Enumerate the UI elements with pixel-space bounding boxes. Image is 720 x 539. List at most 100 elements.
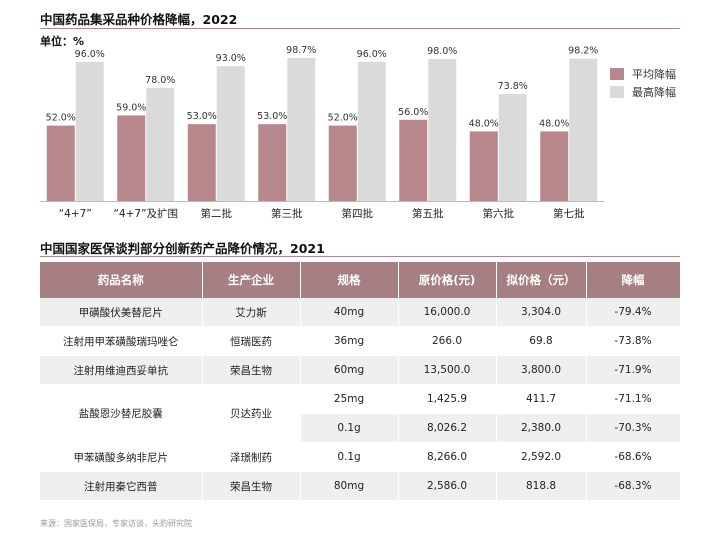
- x-tick-label: 第三批: [271, 207, 303, 220]
- data-label-avg: 52.0%: [328, 113, 358, 124]
- cell-spec: 25mg: [300, 384, 399, 414]
- cell-drop: -71.9%: [586, 355, 681, 385]
- cell-name: 注射用维迪西妥单抗: [40, 355, 203, 385]
- cell-new-price: 3,800.0: [496, 355, 587, 385]
- x-tick-label: 第七批: [553, 207, 585, 220]
- cell-name: 注射用甲苯磺酸瑞玛唑仑: [40, 326, 203, 356]
- data-label-avg: 48.0%: [469, 118, 499, 129]
- cell-new-price: 2,592.0: [496, 442, 587, 472]
- bar-avg: [117, 115, 146, 201]
- legend-item-max: 最高降幅: [610, 84, 676, 100]
- legend-item-avg: 平均降幅: [610, 66, 676, 82]
- bar-avg: [258, 124, 287, 201]
- cell-new-price: 818.8: [496, 471, 587, 501]
- data-label-max: 73.8%: [498, 81, 528, 92]
- table-row: 注射用维迪西妥单抗 荣昌生物 60mg 13,500.0 3,800.0 -71…: [40, 355, 681, 385]
- cell-name: 甲苯磺酸多纳非尼片: [40, 442, 203, 472]
- data-label-avg: 56.0%: [398, 107, 428, 118]
- table-header-row: 药品名称 生产企业 规格 原价格(元) 拟价格（元） 降幅: [40, 262, 681, 298]
- cell-spec: 60mg: [300, 355, 399, 385]
- table-row: 0.1g 8,026.2 2,380.0 -70.3%: [40, 413, 681, 443]
- cell-company: 荣昌生物: [202, 471, 301, 501]
- cell-name: 甲磺酸伏美替尼片: [40, 298, 203, 327]
- cell-company: 艾力斯: [202, 298, 301, 327]
- cell-name: 注射用秦它西普: [40, 471, 203, 501]
- cell-drop: -79.4%: [586, 298, 681, 327]
- cell-drop: -70.3%: [586, 413, 681, 443]
- cell-company: 泽璟制药: [202, 442, 301, 472]
- cell-company: 恒瑞医药: [202, 326, 301, 356]
- cell-spec: 36mg: [300, 326, 399, 356]
- bar-max: [75, 61, 104, 201]
- table-row: 甲苯磺酸多纳非尼片 泽璟制药 0.1g 8,266.0 2,592.0 -68.…: [40, 442, 681, 472]
- unit-label: 单位：%: [40, 35, 85, 48]
- data-label-max: 98.0%: [427, 46, 457, 57]
- cell-spec: 80mg: [300, 471, 399, 501]
- x-tick-label: 第四批: [342, 207, 374, 220]
- cell-drop: -71.1%: [586, 384, 681, 414]
- table-row: 甲磺酸伏美替尼片 艾力斯 40mg 16,000.0 3,304.0 -79.4…: [40, 298, 681, 327]
- cell-company: 贝达药业: [202, 384, 301, 443]
- bar-max: [357, 61, 386, 201]
- table-row: 注射用甲苯磺酸瑞玛唑仑 恒瑞医药 36mg 266.0 69.8 -73.8%: [40, 326, 681, 356]
- data-label-avg: 53.0%: [257, 111, 287, 122]
- cell-orig-price: 8,026.2: [398, 413, 497, 443]
- cell-spec: 0.1g: [300, 442, 399, 472]
- data-label-avg: 48.0%: [539, 118, 569, 129]
- header-new-price: 拟价格（元）: [496, 262, 587, 298]
- bar-max: [146, 87, 175, 201]
- header-spec: 规格: [300, 262, 399, 298]
- bar-max: [498, 93, 527, 201]
- bar-avg: [399, 119, 428, 201]
- bar-chart: 52.0% 96.0% “4+7” 59.0% 78.0% “4+7”及扩围 53.0% 93…: [40, 45, 604, 220]
- header-company: 生产企业: [202, 262, 301, 298]
- bar-max: [216, 66, 245, 202]
- bar-avg: [469, 131, 498, 201]
- data-label-max: 98.2%: [568, 46, 598, 57]
- cell-name: 盐酸恩沙替尼胶囊: [40, 384, 203, 443]
- cell-company: 荣昌生物: [202, 355, 301, 385]
- cell-orig-price: 8,266.0: [398, 442, 497, 472]
- cell-orig-price: 1,425.9: [398, 384, 497, 414]
- data-label-max: 78.0%: [145, 75, 175, 86]
- x-tick-label: “4+7”及扩围: [113, 207, 178, 220]
- cell-orig-price: 2,586.0: [398, 471, 497, 501]
- legend-label-max: 最高降幅: [632, 86, 676, 99]
- bar-avg: [328, 125, 357, 201]
- cell-new-price: 69.8: [496, 326, 587, 356]
- data-label-avg: 53.0%: [187, 111, 217, 122]
- cell-new-price: 411.7: [496, 384, 587, 414]
- bar-avg: [187, 124, 216, 201]
- source-note: 来源：国家医保局，专家访谈，头豹研究院: [40, 519, 192, 528]
- header-drop: 降幅: [586, 262, 681, 298]
- bar-avg: [540, 131, 569, 201]
- x-tick-label: 第二批: [201, 207, 233, 220]
- bar-max: [569, 58, 598, 201]
- data-label-max: 96.0%: [357, 49, 387, 60]
- data-label-max: 98.7%: [286, 45, 316, 56]
- legend-swatch-avg: [610, 68, 624, 80]
- table-row: 注射用秦它西普 荣昌生物 80mg 2,586.0 818.8 -68.3%: [40, 471, 681, 501]
- cell-orig-price: 13,500.0: [398, 355, 497, 385]
- cell-drop: -68.6%: [586, 442, 681, 472]
- title-divider: [40, 28, 680, 29]
- header-name: 药品名称: [40, 262, 203, 298]
- cell-orig-price: 266.0: [398, 326, 497, 356]
- data-label-max: 93.0%: [216, 53, 246, 64]
- header-orig-price: 原价格(元): [398, 262, 497, 298]
- data-label-max: 96.0%: [75, 49, 105, 60]
- price-table: 药品名称 生产企业 规格 原价格(元) 拟价格（元） 降幅 甲磺酸伏美替尼片 艾…: [40, 262, 681, 501]
- table-title: 中国国家医保谈判部分创新药产品降价情况，2021: [40, 241, 325, 256]
- table-row: 盐酸恩沙替尼胶囊 贝达药业 25mg 1,425.9 411.7 -71.1%: [40, 384, 681, 443]
- cell-drop: -73.8%: [586, 326, 681, 356]
- bar-max: [428, 58, 457, 202]
- data-label-avg: 52.0%: [46, 113, 76, 124]
- cell-new-price: 2,380.0: [496, 413, 587, 443]
- cell-new-price: 3,304.0: [496, 298, 587, 327]
- x-tick-label: 第五批: [412, 207, 444, 220]
- legend-label-avg: 平均降幅: [632, 68, 676, 81]
- bar-max: [287, 57, 316, 202]
- cell-drop: -68.3%: [586, 471, 681, 501]
- bar-avg: [46, 125, 75, 201]
- cell-spec: 40mg: [300, 298, 399, 327]
